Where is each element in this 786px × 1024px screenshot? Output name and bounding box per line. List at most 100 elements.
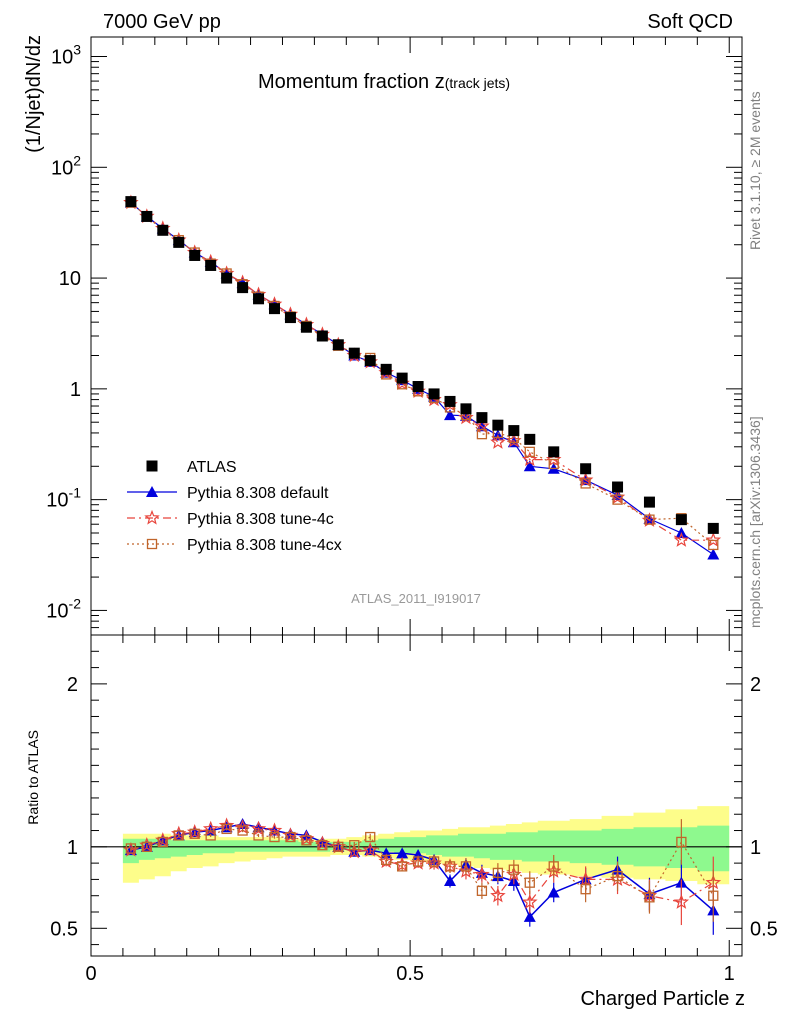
- ratio-point: [349, 840, 360, 851]
- ratio-point: [490, 887, 506, 903]
- plot-title-var: z: [435, 71, 445, 93]
- top-point: [474, 418, 490, 433]
- ratio-point: [673, 894, 690, 909]
- atlas-point: [221, 272, 233, 284]
- ratio-point: [221, 823, 232, 835]
- bottom-y-tick-label-right: 2: [750, 674, 761, 696]
- ratio-point: [381, 854, 392, 866]
- analysis-ref: ATLAS_2011_I919017: [351, 591, 481, 606]
- atlas-point: [205, 259, 217, 271]
- top-point: [644, 514, 655, 525]
- ratio-point: [141, 841, 152, 852]
- ratio-point: [250, 820, 267, 836]
- top-point: [580, 478, 591, 489]
- top-point: [673, 532, 690, 547]
- ratio-point: [492, 867, 504, 879]
- atlas-point: [396, 372, 408, 384]
- ratio-point: [522, 894, 538, 909]
- ratio-point: [428, 856, 440, 867]
- ratio-point: [676, 836, 687, 848]
- atlas-point: [460, 403, 472, 415]
- ratio-point: [580, 884, 591, 895]
- atlas-point: [524, 433, 536, 445]
- legend: ATLAS Pythia 8.308 default Pythia 8.308 tu…: [127, 459, 342, 554]
- ratio-point: [202, 820, 219, 836]
- ratio-point: [412, 856, 424, 867]
- ratio-point: [444, 875, 457, 887]
- legend-marker: [146, 460, 158, 472]
- top-point: [522, 451, 538, 467]
- atlas-point: [364, 355, 376, 367]
- header-left: 7000 GeV pp: [103, 11, 221, 33]
- ratio-point: [548, 861, 559, 872]
- atlas-point: [332, 339, 344, 351]
- ratio-point: [300, 829, 313, 841]
- atlas-point: [508, 425, 520, 437]
- top-point: [708, 539, 719, 551]
- x-tick-label: 0: [85, 963, 96, 985]
- top-point: [548, 458, 559, 470]
- top-point: [577, 471, 594, 487]
- ratio-point: [173, 830, 184, 841]
- ratio-point: [708, 890, 719, 901]
- atlas-point: [492, 419, 504, 431]
- atlas-point: [444, 395, 456, 407]
- atlas-point: [476, 412, 488, 424]
- plot-title: Momentum fraction z(track jets): [258, 71, 510, 93]
- bottom-y-tick-label-right: 0.5: [750, 918, 778, 940]
- atlas-point: [189, 249, 201, 261]
- atlas-point: [316, 330, 328, 342]
- atlas-point: [141, 210, 153, 222]
- top-y-tick-label: 10-2: [46, 595, 81, 622]
- atlas-point: [348, 347, 360, 359]
- ratio-point: [365, 831, 376, 843]
- bottom-y-axis-label: Ratio to ATLAS: [25, 730, 41, 825]
- top-point: [524, 446, 535, 458]
- atlas-point: [173, 236, 185, 248]
- atlas-point: [237, 282, 249, 294]
- ratio-point: [301, 835, 312, 846]
- ratio-point: [253, 830, 264, 841]
- bottom-y-tick-label-right: 1: [750, 837, 761, 859]
- legend-label: Pythia 8.308 tune-4cx: [187, 537, 342, 554]
- ratio-point: [125, 843, 137, 854]
- top-y-tick-label: 10-1: [46, 485, 81, 512]
- atlas-point: [268, 303, 280, 315]
- atlas-point: [300, 321, 312, 333]
- header-right: Soft QCD: [647, 11, 733, 33]
- atlas-point: [612, 481, 624, 493]
- bottom-panel: 0.5 0.5 1 1 2 2 0 0.5 1: [50, 634, 778, 985]
- top-y-tick-label: 102: [51, 152, 81, 179]
- ratio-point: [474, 866, 490, 882]
- top-panel: 10-2 10-1 1 10 102 103: [46, 36, 743, 636]
- ratio-point: [444, 861, 456, 872]
- atlas-point: [548, 446, 560, 458]
- legend-marker: [146, 538, 158, 550]
- atlas-point: [675, 514, 687, 526]
- ratio-point: [396, 861, 408, 872]
- top-y-tick-label: 1: [70, 379, 81, 401]
- legend-label: Pythia 8.308 default: [187, 485, 329, 502]
- ratio-point: [205, 830, 216, 841]
- atlas-point: [643, 496, 655, 508]
- uncertainty-band-inner: [122, 825, 730, 872]
- atlas-point: [428, 388, 440, 400]
- top-point: [705, 532, 722, 547]
- top-point: [476, 429, 488, 440]
- atlas-point: [284, 312, 296, 324]
- ratio-point: [317, 840, 328, 851]
- atlas-point: [125, 196, 137, 208]
- mcplots-label: mcplots.cern.ch [arXiv:1306.3436]: [747, 416, 763, 628]
- atlas-point: [253, 293, 265, 305]
- ratio-point: [285, 831, 296, 843]
- bottom-y-tick-label: 1: [67, 837, 78, 859]
- atlas-point: [707, 522, 719, 534]
- plot-title-main: Momentum fraction: [258, 71, 435, 93]
- ratio-point: [396, 847, 409, 859]
- legend-label: Pythia 8.308 tune-4c: [187, 511, 334, 528]
- top-point: [490, 434, 506, 449]
- bottom-y-tick-label: 2: [67, 674, 78, 696]
- legend-marker: [146, 486, 158, 497]
- atlas-point: [380, 363, 392, 375]
